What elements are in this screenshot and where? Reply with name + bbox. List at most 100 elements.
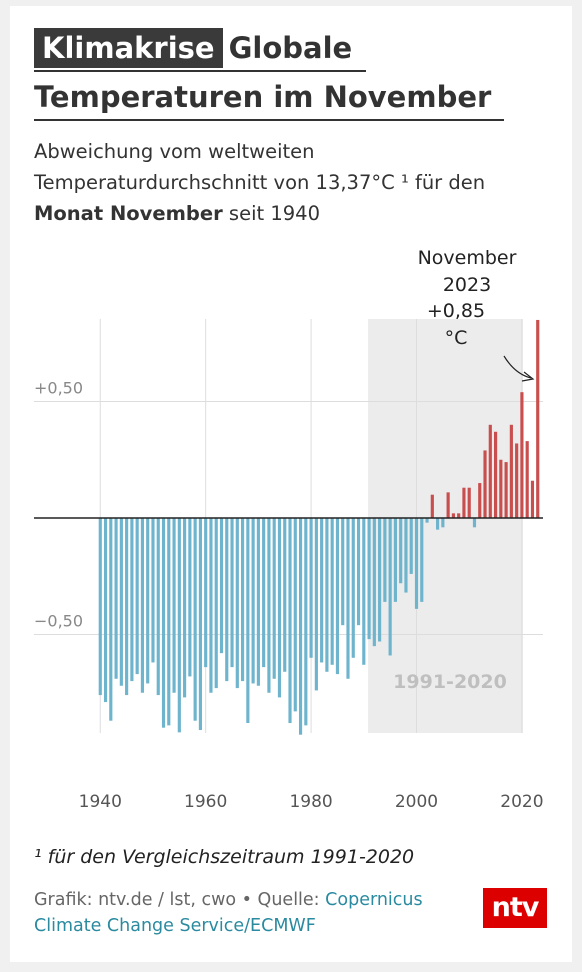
bar-2004 — [436, 518, 440, 530]
title-underline-2 — [34, 119, 504, 121]
bar-1967 — [240, 518, 245, 682]
reference-period-label: 1991-2020 — [393, 671, 507, 693]
bar-1942 — [109, 518, 113, 721]
bar-1950 — [151, 518, 155, 663]
y-tick-label-1: −0,50 — [34, 612, 83, 631]
bar-2018 — [509, 424, 513, 518]
infographic-card: Klimakrise Globale Temperaturen im Novemb… — [10, 6, 572, 962]
bar-1948 — [140, 518, 145, 693]
source-prefix: Grafik: ntv.de / lst, cwo • Quelle: — [34, 890, 326, 910]
bar-1981 — [314, 518, 318, 691]
bar-1963 — [219, 518, 224, 654]
title-line-1: Klimakrise Globale — [34, 28, 352, 68]
bar-1991 — [367, 518, 371, 640]
bar-1996 — [393, 518, 398, 602]
bar-1951 — [156, 518, 160, 696]
bar-2022 — [530, 480, 535, 518]
bar-1943 — [114, 518, 118, 679]
bar-2019 — [515, 443, 519, 518]
bar-2010 — [467, 487, 471, 518]
annotation-arrowhead — [521, 371, 535, 382]
bar-1954 — [172, 518, 176, 693]
title-part-1: Globale — [228, 31, 353, 65]
bar-1945 — [125, 518, 129, 696]
subtitle-line-1: Abweichung vom weltweiten — [34, 140, 315, 163]
bar-2017 — [504, 462, 508, 518]
bar-1960 — [204, 518, 208, 668]
annotation-line-1: November — [418, 247, 517, 269]
x-tick-label-1980: 1980 — [289, 792, 332, 812]
bar-1997 — [399, 518, 403, 584]
bar-1984 — [330, 518, 334, 665]
bar-1953 — [167, 518, 171, 726]
bar-1979 — [304, 518, 308, 726]
bar-1946 — [130, 518, 134, 682]
bar-2001 — [420, 518, 424, 602]
bar-1940 — [98, 518, 102, 696]
subtitle-line-3: Monat November seit 1940 — [34, 198, 534, 229]
bar-1969 — [251, 518, 255, 684]
subtitle-bold: Monat November — [34, 202, 223, 225]
bar-2005 — [441, 518, 445, 528]
title-part-2: Temperaturen im November — [34, 80, 492, 114]
bar-1941 — [103, 518, 108, 703]
bar-1985 — [335, 518, 340, 675]
y-tick-label-0: +0,50 — [34, 379, 83, 398]
subtitle-line-2: Temperaturdurchschnitt von 13,37°C ¹ für… — [34, 171, 486, 194]
source-link[interactable]: Copernicus Climate Change Service/ECMWF — [34, 890, 423, 936]
source-credit: Grafik: ntv.de / lst, cwo • Quelle: Cope… — [34, 887, 474, 939]
bar-2021 — [525, 441, 529, 518]
bar-2023 — [536, 319, 540, 518]
bar-1974 — [277, 518, 282, 698]
x-tick-label-1940: 1940 — [79, 792, 122, 812]
bar-2009 — [462, 487, 466, 518]
x-tick-label-2000: 2000 — [395, 792, 438, 812]
bar-1988 — [351, 518, 355, 658]
bar-1995 — [388, 518, 392, 656]
bar-1961 — [209, 518, 213, 693]
bar-1990 — [362, 518, 366, 665]
bar-1973 — [272, 518, 276, 679]
bar-2012 — [478, 483, 482, 518]
annotation-line-3: +0,85 — [427, 300, 485, 322]
bar-1998 — [404, 518, 408, 593]
bar-1989 — [356, 518, 361, 626]
bar-2000 — [414, 518, 419, 609]
bar-2011 — [472, 518, 477, 528]
bar-1980 — [309, 518, 313, 658]
bar-1976 — [288, 518, 292, 724]
subtitle-rest: seit 1940 — [222, 202, 320, 225]
bar-2006 — [446, 492, 450, 518]
bar-2002 — [425, 518, 429, 523]
annotation-line-2: 2023 — [443, 274, 491, 296]
x-tick-label-2020: 2020 — [500, 792, 543, 812]
bar-1982 — [320, 518, 324, 663]
bar-1964 — [225, 518, 229, 682]
bar-1944 — [119, 518, 123, 686]
bar-1993 — [378, 518, 382, 642]
bar-1977 — [293, 518, 297, 712]
bar-2007 — [451, 513, 455, 518]
bar-1970 — [256, 518, 260, 686]
bar-1958 — [193, 518, 197, 721]
bar-2003 — [430, 494, 434, 518]
bar-1962 — [214, 518, 218, 689]
bar-1965 — [230, 518, 234, 668]
bar-1987 — [346, 518, 350, 679]
bar-1972 — [267, 518, 271, 693]
bar-1952 — [161, 518, 166, 728]
bar-1992 — [372, 518, 376, 647]
title-underline-1 — [34, 70, 366, 72]
temperature-bar-chart: +0,50 −0,50 1940 1960 1980 2000 2020 1991-2020 N… — [34, 247, 544, 812]
bar-2016 — [499, 459, 503, 518]
bar-1994 — [383, 518, 387, 602]
bar-2015 — [493, 431, 498, 518]
bar-1955 — [177, 518, 181, 733]
title-tag: Klimakrise — [34, 28, 223, 68]
ntv-logo: ntv — [483, 888, 547, 928]
bar-1966 — [235, 518, 239, 689]
annotation-line-4: °C — [445, 327, 468, 349]
bar-1975 — [283, 518, 287, 672]
annotation-arrow — [503, 355, 532, 379]
bar-2008 — [457, 513, 461, 518]
